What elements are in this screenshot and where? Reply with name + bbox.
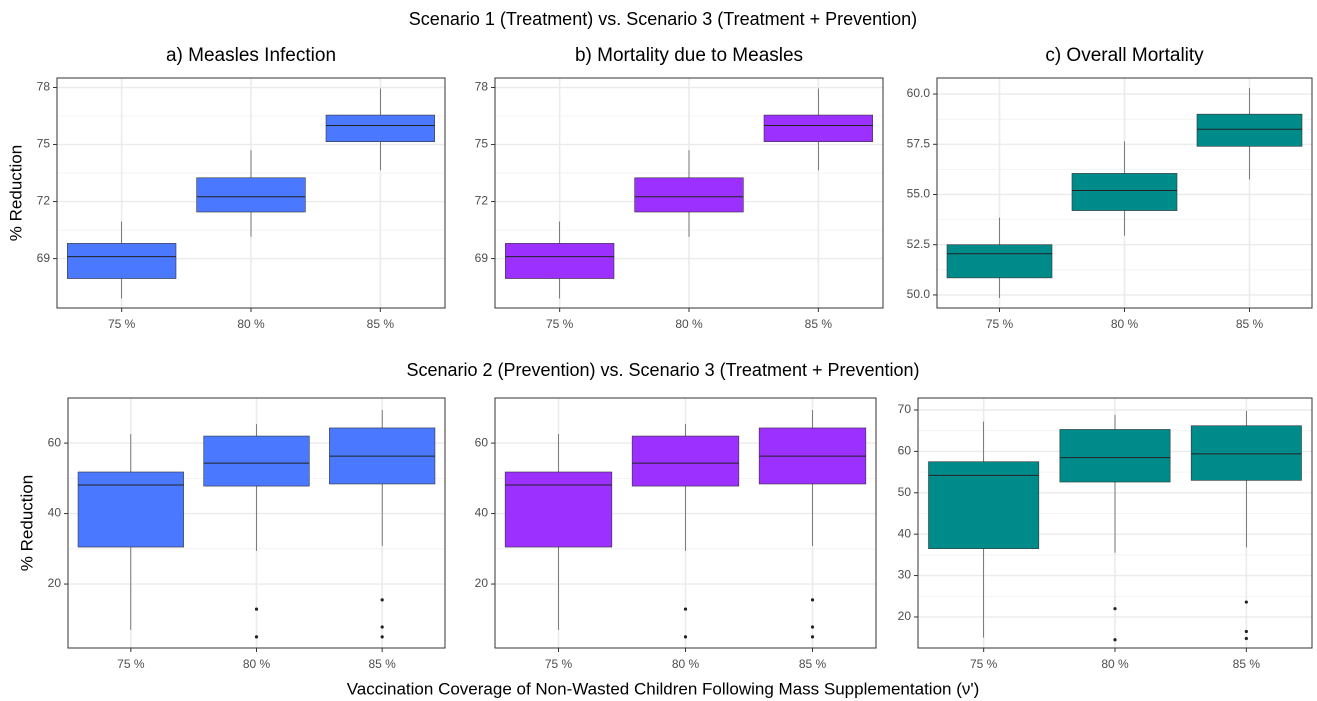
box [928, 461, 1040, 549]
panel-border [494, 397, 877, 649]
box [77, 471, 184, 548]
x-tick-label: 80 % [237, 317, 265, 331]
x-tick-label: 80 % [1101, 657, 1129, 671]
box [634, 177, 744, 213]
y-tick-label: 40 [48, 506, 62, 520]
y-tick-label: 75 [37, 137, 51, 151]
x-tick-label: 85 % [799, 657, 827, 671]
x-tick-label: 85 % [1236, 317, 1264, 331]
outlier [810, 635, 815, 639]
panel-title: c) Overall Mortality [1045, 45, 1204, 66]
x-tick-label: 80 % [672, 657, 700, 671]
y-tick-label: 72 [37, 194, 51, 208]
x-axis-label: Vaccination Coverage of Non-Wasted Child… [347, 679, 980, 698]
x-tick-label: 85 % [805, 317, 833, 331]
y-tick-label: 60 [898, 444, 912, 458]
y-tick-label: 20 [48, 576, 62, 590]
outlier [810, 598, 815, 602]
row-title: Scenario 1 (Treatment) vs. Scenario 3 (T… [409, 9, 917, 29]
box [325, 114, 435, 142]
y-tick-label: 52.5 [907, 237, 931, 251]
panel-border [494, 77, 884, 309]
y-tick-label: 30 [898, 568, 912, 582]
panel-title: b) Mortality due to Measles [575, 45, 803, 66]
y-tick-label: 50 [898, 485, 912, 499]
y-tick-label: 75 [475, 137, 489, 151]
y-tick-label: 57.5 [907, 136, 931, 150]
y-tick-label: 60.0 [907, 86, 931, 100]
x-tick-label: 75 % [546, 317, 574, 331]
outlier [1244, 636, 1248, 641]
box [203, 435, 310, 487]
y-tick-label: 20 [475, 576, 489, 590]
outlier [1113, 607, 1117, 611]
y-tick-label: 55.0 [907, 187, 931, 201]
box [67, 243, 177, 279]
outlier [1244, 629, 1248, 634]
panel-border [917, 397, 1313, 649]
y-tick-label: 69 [475, 251, 489, 265]
box [946, 244, 1053, 279]
box [1059, 429, 1171, 483]
box [763, 114, 873, 142]
x-tick-label: 80 % [243, 657, 271, 671]
y-tick-label: 60 [475, 435, 489, 449]
outlier [254, 635, 259, 639]
y-tick-label: 40 [898, 526, 912, 540]
x-tick-label: 75 % [545, 657, 573, 671]
box [1196, 113, 1303, 147]
outlier [810, 625, 815, 629]
outlier [254, 607, 259, 611]
x-tick-label: 80 % [675, 317, 703, 331]
box [631, 435, 740, 487]
box [504, 471, 613, 548]
y-tick-label: 40 [475, 506, 489, 520]
row-title: Scenario 2 (Prevention) vs. Scenario 3 (… [406, 360, 919, 380]
outlier [380, 625, 384, 629]
x-tick-label: 75 % [108, 317, 136, 331]
y-tick-label: 78 [37, 80, 51, 94]
x-tick-label: 75 % [986, 317, 1014, 331]
x-tick-label: 80 % [1111, 317, 1139, 331]
x-tick-label: 85 % [367, 317, 395, 331]
y-tick-label: 20 [898, 609, 912, 623]
outlier [683, 635, 688, 639]
panel-border [936, 77, 1313, 309]
x-tick-label: 75 % [117, 657, 145, 671]
y-tick-label: 60 [48, 435, 62, 449]
y-axis-label: % Reduction [17, 475, 36, 571]
y-tick-label: 72 [475, 194, 489, 208]
y-axis-label: % Reduction [6, 145, 25, 241]
y-tick-label: 69 [37, 251, 51, 265]
y-tick-label: 50.0 [907, 287, 931, 301]
x-tick-label: 75 % [970, 657, 998, 671]
outlier [380, 598, 384, 602]
x-tick-label: 85 % [368, 657, 396, 671]
box [196, 177, 306, 213]
y-tick-label: 78 [475, 80, 489, 94]
box [1071, 173, 1178, 211]
panel-border [56, 77, 446, 309]
x-tick-label: 85 % [1233, 657, 1261, 671]
outlier [683, 607, 688, 611]
panel-title: a) Measles Infection [166, 45, 336, 66]
box [505, 243, 615, 279]
box [1190, 425, 1302, 481]
outlier [380, 635, 384, 639]
outlier [1244, 600, 1248, 604]
outlier [1113, 638, 1117, 642]
y-tick-label: 70 [898, 402, 912, 416]
panel-border [67, 397, 446, 649]
